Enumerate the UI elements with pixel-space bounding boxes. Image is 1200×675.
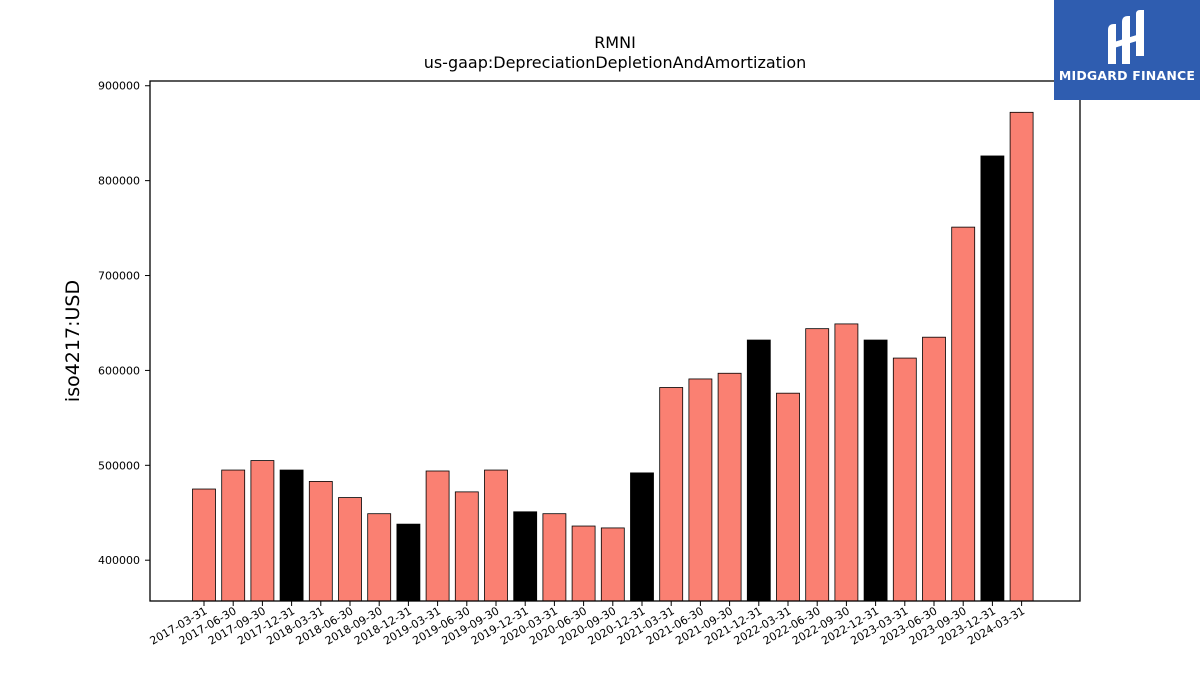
x-ticks-group: 2017-03-312017-06-302017-09-302017-12-31… <box>148 601 1027 648</box>
chart-title: RMNI <box>594 33 636 52</box>
midgard-logo-icon <box>1108 10 1144 64</box>
bar-2020-03-31 <box>542 513 567 602</box>
y-ticks-group: 400000 500000 600000 700000 800000 900000 <box>98 80 150 567</box>
chart-subtitle: us-gaap:DepreciationDepletionAndAmortiza… <box>424 53 807 72</box>
bar-2021-12-31 <box>746 339 771 602</box>
bar-2020-06-30 <box>571 525 596 602</box>
bar-2022-12-31 <box>863 339 888 602</box>
y-axis-label: iso4217:USD <box>62 280 84 402</box>
bar-2022-09-30 <box>834 323 859 602</box>
bar-2018-12-31 <box>396 523 421 602</box>
y-tick-label: 700000 <box>98 270 140 283</box>
y-tick-label: 400000 <box>98 554 140 567</box>
y-tick-label: 600000 <box>98 364 140 377</box>
bar-2022-03-31 <box>776 392 800 602</box>
bar-2019-03-31 <box>425 470 450 602</box>
y-tick-label: 500000 <box>98 459 140 472</box>
bar-2023-09-30 <box>951 226 976 602</box>
bar-2019-09-30 <box>484 469 508 602</box>
bar-2018-03-31 <box>308 481 333 602</box>
bar-2023-12-31 <box>980 155 1005 602</box>
bar-2023-03-31 <box>892 357 917 602</box>
bar-2018-09-30 <box>367 513 392 602</box>
bar-2017-06-30 <box>221 469 246 602</box>
plot-frame <box>149 80 1081 602</box>
bar-2017-12-31 <box>279 469 304 602</box>
bar-2019-06-30 <box>454 491 479 602</box>
bar-2021-09-30 <box>717 372 742 602</box>
bar-2021-06-30 <box>688 378 713 602</box>
y-tick-label: 800000 <box>98 175 140 188</box>
bar-2021-03-31 <box>659 387 684 602</box>
bar-2022-06-30 <box>805 328 830 602</box>
bar-2020-09-30 <box>600 527 625 602</box>
bar-2017-03-31 <box>192 488 216 602</box>
bar-2019-12-31 <box>513 511 538 602</box>
bar-2018-06-30 <box>338 497 362 602</box>
bars-group <box>192 111 1034 602</box>
bar-2023-06-30 <box>922 336 946 602</box>
bar-2017-09-30 <box>250 460 275 602</box>
bar-2020-12-31 <box>630 472 654 602</box>
logo-text: MIDGARD FINANCE <box>1058 68 1196 83</box>
y-tick-label: 900000 <box>98 80 140 93</box>
bar-2024-03-31 <box>1009 111 1034 602</box>
midgard-finance-logo: MIDGARD FINANCE <box>1054 0 1200 100</box>
